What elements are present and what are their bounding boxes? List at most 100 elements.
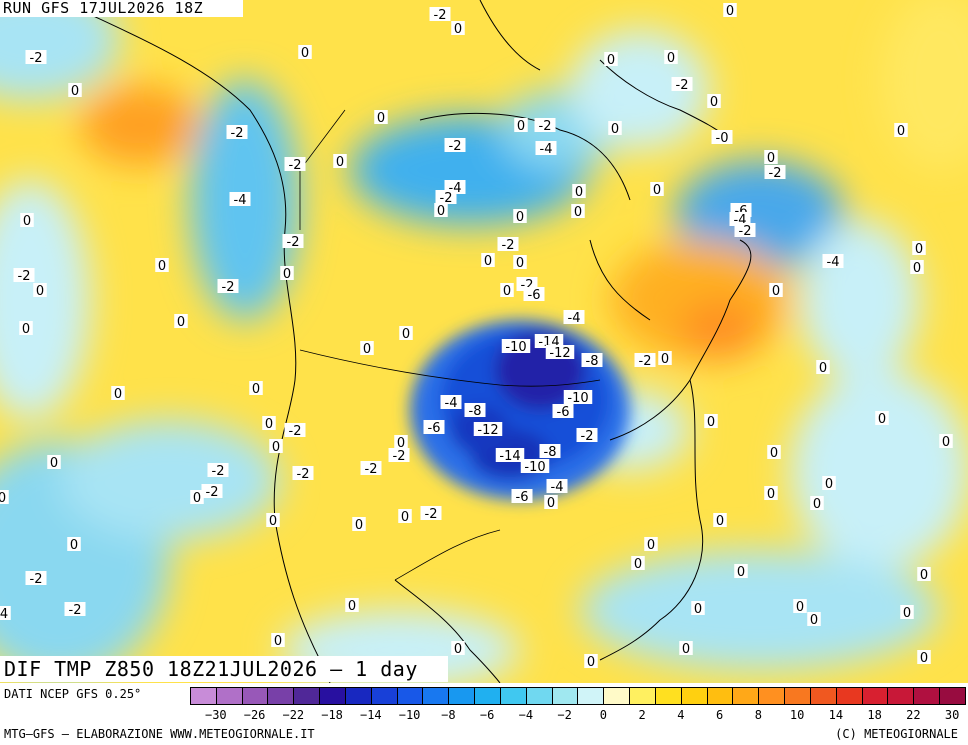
contour-label: 0	[822, 476, 836, 492]
svg-text:0: 0	[767, 487, 775, 502]
contour-label: -12	[545, 345, 575, 361]
contour-label: -6	[423, 420, 445, 436]
svg-text:-2: -2	[449, 139, 462, 154]
svg-text:0: 0	[682, 642, 690, 657]
svg-text:-10: -10	[524, 460, 545, 475]
color-scale-cell	[499, 687, 527, 705]
color-scale-tick: −6	[479, 708, 495, 722]
color-scale-cell	[448, 687, 476, 705]
svg-text:-6: -6	[557, 405, 570, 420]
color-scale-cell	[913, 687, 941, 705]
color-scale-cell	[706, 687, 734, 705]
svg-text:0: 0	[913, 261, 921, 276]
contour-label: 0	[807, 612, 821, 628]
svg-text:0: 0	[22, 322, 30, 337]
contour-label: 0	[631, 556, 645, 572]
contour-label: -2	[226, 125, 248, 141]
contour-label: 0	[398, 509, 412, 525]
svg-text:0: 0	[454, 642, 462, 657]
svg-text:0: 0	[355, 518, 363, 533]
svg-text:0: 0	[517, 119, 525, 134]
svg-text:0: 0	[177, 315, 185, 330]
contour-label: -4	[822, 254, 844, 270]
contour-label: -10	[520, 459, 550, 475]
contour-label: 0	[271, 633, 285, 649]
color-scale-ticks: −30 −26 −22 −18 −14 −10 −8 −6 −4 −2 0 2 4 6 8 10 14 18 22 3…	[190, 708, 965, 722]
contour-labels: -2 0 0 -2 0 0 0 0 -2 0 -2 0 0 -2 0 -0 0 -2 0 -2 -4 0 -2 -4 -4 -2 0…	[0, 3, 953, 670]
contour-label: 0	[298, 45, 312, 61]
contour-label: -2	[435, 190, 457, 206]
svg-text:0: 0	[772, 284, 780, 299]
contour-label: -2	[201, 484, 223, 500]
contour-label: -4	[535, 141, 557, 157]
svg-text:4: 4	[0, 607, 8, 622]
svg-text:-2: -2	[434, 8, 447, 23]
color-scale-tick: −26	[243, 708, 266, 722]
svg-text:0: 0	[397, 436, 405, 451]
svg-text:0: 0	[269, 514, 277, 529]
contour-label: 0	[514, 118, 528, 134]
contour-label: 0	[481, 253, 495, 269]
color-scale-tick: −22	[282, 708, 305, 722]
contour-label: 0	[352, 517, 366, 533]
color-scale-tick: −18	[321, 708, 343, 722]
svg-text:0: 0	[50, 456, 58, 471]
svg-text:-2: -2	[30, 51, 43, 66]
contour-label: 0	[155, 258, 169, 274]
svg-text:-2: -2	[222, 280, 235, 295]
svg-text:-12: -12	[477, 423, 498, 438]
svg-text:0: 0	[348, 599, 356, 614]
svg-text:0: 0	[767, 151, 775, 166]
svg-text:0: 0	[915, 242, 923, 257]
contour-label: 0	[767, 445, 781, 461]
svg-text:-2: -2	[440, 191, 453, 206]
color-scale-tick: −14	[359, 708, 382, 722]
color-scale-tick: −10	[398, 708, 421, 722]
contour-label: -2	[25, 50, 47, 66]
color-scale-cell	[680, 687, 708, 705]
contour-label: 4	[0, 606, 11, 622]
color-scale-bar	[190, 687, 966, 705]
contour-label: 0	[917, 567, 931, 583]
contour-label: -10	[501, 339, 531, 355]
color-scale-cell	[577, 687, 605, 705]
svg-text:-4: -4	[234, 193, 247, 208]
svg-text:0: 0	[454, 22, 462, 37]
color-scale-cell	[758, 687, 786, 705]
color-scale-cell	[629, 687, 656, 705]
contour-label: -0	[711, 130, 733, 146]
contour-label: 0	[374, 110, 388, 126]
color-scale-cell	[861, 687, 889, 705]
color-scale-cell	[293, 687, 321, 705]
svg-text:0: 0	[547, 496, 555, 511]
contour-label: -2	[284, 423, 306, 439]
contour-label: -2	[764, 165, 786, 181]
contour-label: 0	[650, 182, 664, 198]
temperature-difference-map[interactable]: -2 0 0 -2 0 0 0 0 -2 0 -2 0 0 -2 0 -0 0 -2 0 -2 -4 0 -2 -4 -4 -2 0…	[0, 0, 968, 683]
svg-text:0: 0	[587, 655, 595, 670]
svg-text:0: 0	[503, 284, 511, 299]
contour-label: 0	[280, 266, 294, 282]
svg-text:0: 0	[810, 613, 818, 628]
svg-text:0: 0	[647, 538, 655, 553]
color-scale-cell	[603, 687, 631, 705]
svg-text:-2: -2	[30, 572, 43, 587]
svg-text:-6: -6	[516, 490, 529, 505]
svg-text:0: 0	[920, 568, 928, 583]
svg-text:0: 0	[301, 46, 309, 61]
svg-text:0: 0	[607, 53, 615, 68]
contour-label: 0	[704, 414, 718, 430]
contour-label: 0	[707, 94, 721, 110]
contour-label: -2	[25, 571, 47, 587]
svg-text:0: 0	[897, 124, 905, 139]
cold-anomaly-core	[410, 320, 630, 500]
color-scale-cell	[551, 687, 579, 705]
svg-text:0: 0	[796, 600, 804, 615]
svg-text:-4: -4	[551, 480, 564, 495]
svg-text:0: 0	[283, 267, 291, 282]
svg-text:-2: -2	[289, 424, 302, 439]
svg-text:-4: -4	[445, 396, 458, 411]
contour-label: -2	[734, 223, 756, 239]
contour-label: 0	[658, 351, 672, 367]
contour-label: 0	[713, 513, 727, 529]
